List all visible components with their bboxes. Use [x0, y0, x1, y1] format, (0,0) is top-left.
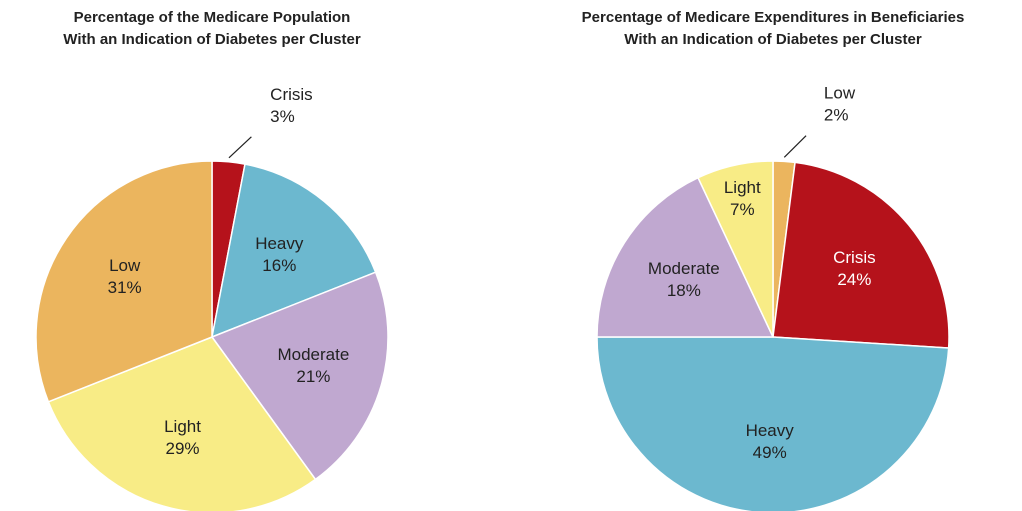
pie-slice: [697, 160, 774, 338]
slice-value-label: 49%: [753, 443, 787, 462]
slice-label: Crisis: [270, 85, 313, 104]
slice-value-label: 2%: [824, 105, 849, 124]
slice-label: Low: [109, 256, 141, 275]
slice-label: Light: [164, 417, 201, 436]
slice-label: Moderate: [648, 259, 720, 278]
leader-line: [783, 135, 807, 158]
slice-label: Heavy: [746, 421, 795, 440]
slice-label: Low: [824, 83, 856, 102]
pie-slice: [47, 336, 317, 511]
slice-value-label: 7%: [730, 200, 755, 219]
leader-line: [228, 136, 252, 159]
chart-title: With an Indication of Diabetes per Clust…: [624, 31, 922, 48]
slice-value-label: 31%: [108, 278, 142, 297]
pie-slice: [596, 176, 775, 338]
chart-title: With an Indication of Diabetes per Clust…: [63, 31, 361, 48]
slice-value-label: 21%: [296, 367, 330, 386]
slice-value-label: 3%: [270, 107, 295, 126]
slice-value-label: 24%: [837, 270, 871, 289]
pie-slice: [772, 161, 950, 349]
slice-label: Moderate: [277, 345, 349, 364]
slice-value-label: 18%: [667, 281, 701, 300]
chart-title: Percentage of Medicare Expenditures in B…: [582, 9, 965, 26]
pie-slice: [210, 271, 389, 481]
slice-label: Light: [724, 178, 761, 197]
chart-title: Percentage of the Medicare Population: [74, 9, 351, 26]
slice-value-label: 16%: [262, 256, 296, 275]
slice-value-label: 29%: [166, 439, 200, 458]
pie-slice: [596, 336, 950, 511]
slice-label: Crisis: [833, 248, 876, 267]
pie-slice: [211, 163, 377, 339]
slice-label: Heavy: [255, 234, 304, 253]
pie-slice: [35, 160, 213, 403]
